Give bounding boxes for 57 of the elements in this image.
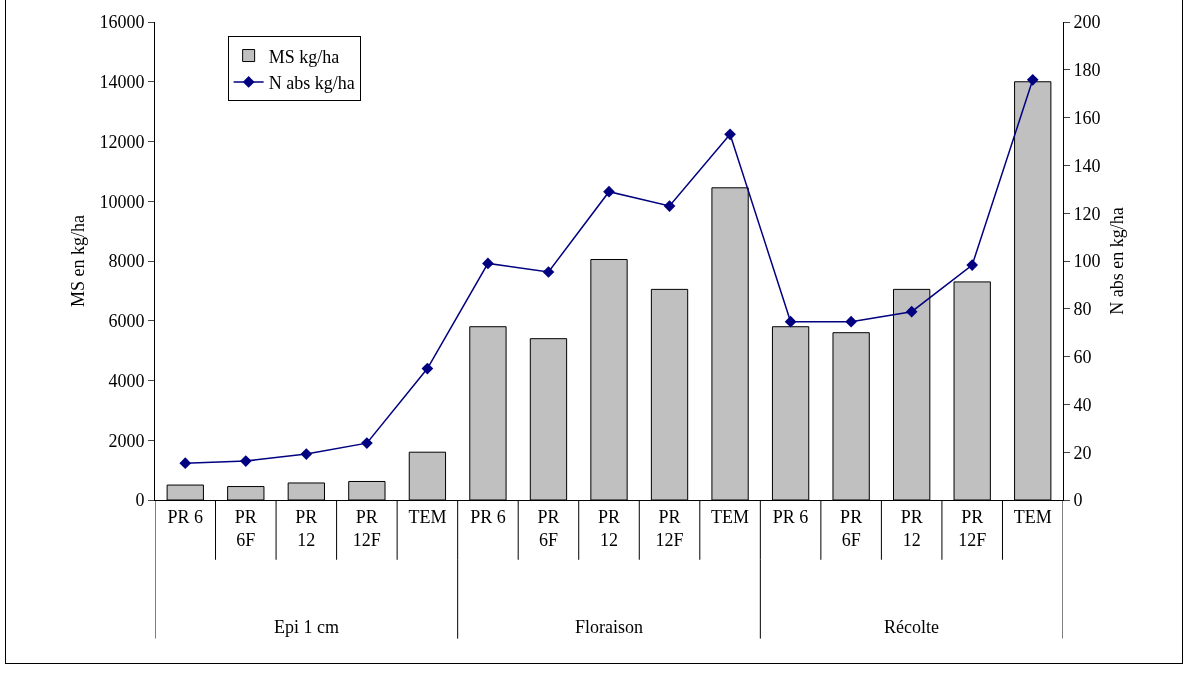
legend-label: N abs kg/ha	[268, 72, 355, 93]
y-tick-label: 6000	[108, 311, 145, 332]
y-tick-label: 10000	[99, 191, 145, 212]
legend-label: MS kg/ha	[268, 46, 340, 67]
x-tick-label: PR 6F	[537, 506, 560, 550]
y-tick-label: 14000	[99, 72, 145, 93]
x-tick-label: PR 12F	[352, 506, 381, 550]
y2-tick-label: 140	[1073, 155, 1101, 176]
y2-tick-label: 80	[1073, 299, 1092, 320]
y2-tick-label: 180	[1073, 60, 1101, 81]
point	[239, 455, 252, 467]
text: Floraison	[575, 617, 644, 637]
y2-tick-label: 120	[1073, 203, 1101, 224]
y2-tick-label: 20	[1073, 442, 1092, 463]
point	[603, 185, 615, 198]
point	[361, 437, 373, 449]
y2-axis-title: N abs en kg/ha	[1106, 207, 1127, 315]
point	[966, 259, 979, 271]
x-tick-label: TEM	[711, 506, 750, 527]
point	[300, 448, 313, 460]
text: Epi 1 cm	[274, 617, 339, 637]
y2-tick-label: 160	[1073, 107, 1101, 128]
point	[663, 200, 676, 212]
x-tick-label: PR 6	[470, 506, 506, 527]
point	[784, 315, 797, 328]
y2-tick-label: 100	[1073, 251, 1101, 272]
x-tick-label: PR 6	[772, 506, 809, 527]
x-tick-label: TEM	[1013, 506, 1052, 527]
x-tick-label: TEM	[408, 506, 447, 527]
y-tick-label: 2000	[108, 430, 145, 451]
point	[1026, 73, 1039, 86]
y2-tick-label: 0	[1073, 490, 1083, 511]
y-axis-title: MS en kg/ha	[67, 214, 88, 307]
point	[905, 305, 918, 318]
x-tick-label: PR 6	[167, 506, 204, 527]
point	[724, 128, 736, 141]
text: Récolte	[884, 617, 939, 637]
y2-tick-label: 200	[1073, 12, 1101, 33]
point	[845, 315, 857, 328]
x-tick-label: PR 6F	[234, 506, 257, 550]
x-tick-label: PR 12	[597, 506, 621, 550]
y2-tick-label: 60	[1073, 346, 1092, 367]
x-tick-label: PR 6F	[840, 506, 863, 550]
y-tick-label: 4000	[108, 370, 145, 391]
y2-tick-label: 40	[1073, 394, 1092, 415]
point	[542, 266, 555, 278]
point	[179, 457, 192, 470]
y-tick-label: 0	[135, 490, 145, 511]
point	[421, 362, 434, 375]
x-tick-label: PR 12F	[958, 506, 987, 550]
y-tick-label: 12000	[99, 131, 145, 152]
point	[482, 257, 494, 270]
x-tick-label: PR 12F	[655, 506, 684, 550]
y-tick-label: 8000	[108, 251, 145, 272]
x-tick-label: PR 12	[295, 506, 318, 550]
y-tick-label: 16000	[99, 12, 145, 33]
x-tick-label: PR 12	[900, 506, 923, 550]
